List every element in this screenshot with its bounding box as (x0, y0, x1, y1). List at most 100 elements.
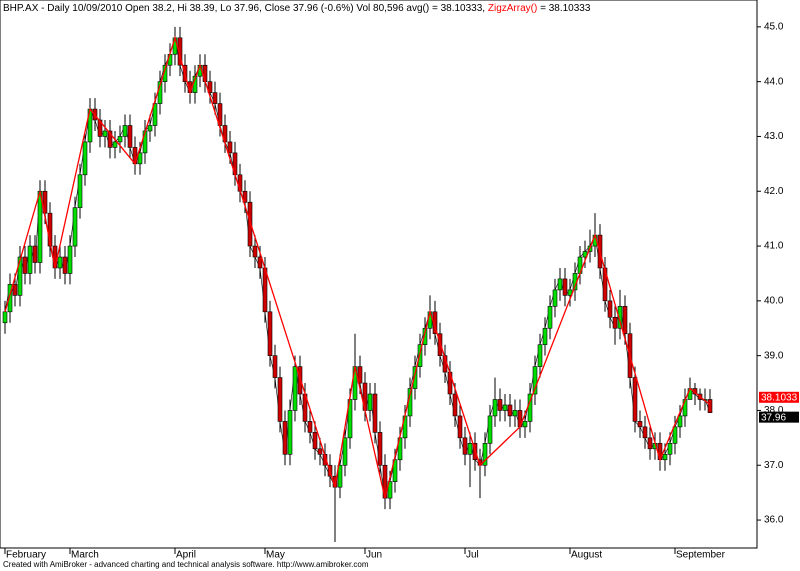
candle-body (507, 404, 513, 417)
candle-body (127, 125, 133, 148)
y-tick-label: 44.0 (764, 76, 784, 87)
y-tick-label: 38.0 (764, 405, 784, 416)
x-tick-label: August (571, 550, 602, 561)
candle-body (562, 278, 568, 296)
candle-body (482, 443, 488, 466)
candle-body (247, 201, 253, 247)
candle-body (72, 207, 78, 247)
candle-body (337, 464, 343, 488)
candle-body (632, 377, 638, 422)
chart-title: BHP.AX - Daily 10/09/2010 Open 38.2, Hi … (3, 3, 591, 14)
candle-body (412, 366, 418, 389)
candle-body (342, 437, 348, 466)
candle-body (617, 306, 623, 329)
y-tick-label: 40.0 (764, 295, 784, 306)
candle-body (677, 415, 683, 428)
y-tick-label: 37.0 (764, 460, 784, 471)
x-tick-label: September (676, 550, 726, 561)
candle-body (212, 92, 218, 104)
candle-body (622, 306, 628, 335)
candle-body (372, 393, 378, 433)
candle-body (177, 37, 183, 66)
zigzag-title-value: = 38.10333 (540, 3, 591, 14)
candle-body (287, 410, 293, 455)
candle-body (277, 377, 283, 422)
x-tick-label: Jul (466, 550, 479, 561)
candle-body (377, 432, 383, 466)
candle-body (522, 421, 528, 428)
candle-body (462, 437, 468, 455)
candle-body (2, 311, 8, 324)
candle-body (392, 459, 398, 482)
candle-body (447, 371, 453, 395)
candle-body (667, 443, 673, 455)
close-label-box (759, 411, 799, 423)
candle-body (512, 410, 518, 417)
candle-body (457, 415, 463, 439)
candle-body (7, 284, 13, 313)
y-tick-label: 43.0 (764, 131, 784, 142)
candle-body (147, 125, 153, 132)
zigzag-last-label: 38.1033 (761, 392, 798, 403)
footer: Created with AmiBroker - advanced charti… (3, 560, 369, 569)
candle-body (647, 437, 653, 450)
zigzag-label-box (759, 391, 799, 403)
candle-body (552, 289, 558, 307)
candle-body (607, 300, 613, 318)
candle-body (37, 190, 43, 263)
candle-body (82, 141, 88, 176)
candle-body (317, 448, 323, 455)
candle-body (542, 327, 548, 345)
candle-body (547, 306, 553, 329)
y-tick-label: 36.0 (764, 515, 784, 526)
candle-body (137, 152, 143, 165)
candle-body (297, 366, 303, 395)
candle-body (612, 316, 618, 329)
candle-body (57, 256, 63, 269)
candle-body (207, 81, 213, 93)
candle-body (152, 103, 158, 126)
candle-body (217, 103, 223, 126)
candle-body (357, 366, 363, 384)
candle-body (672, 426, 678, 444)
candle-body (42, 190, 48, 214)
candle-body (387, 481, 393, 499)
candle-body (497, 399, 503, 411)
y-tick-label: 41.0 (764, 241, 784, 252)
candle-body (112, 141, 118, 148)
candle-body (257, 256, 263, 269)
candle-body (282, 421, 288, 455)
y-tick-label: 42.0 (764, 186, 784, 197)
candle-body (492, 399, 498, 417)
x-tick-label: April (176, 550, 196, 561)
candle-body (267, 311, 273, 356)
candle-body (242, 190, 248, 203)
candle-body (467, 443, 473, 455)
candle-body (487, 415, 493, 444)
candle-body (252, 245, 258, 258)
candle-body (502, 404, 508, 411)
candle-body (162, 64, 168, 82)
candle-body (97, 119, 103, 137)
candle-body (422, 327, 428, 345)
candle-body (637, 421, 643, 428)
candle-body (77, 174, 83, 208)
candle-body (107, 130, 113, 148)
candle-body (122, 125, 128, 137)
x-tick-label: Jun (366, 550, 382, 561)
candle-body (102, 130, 108, 137)
x-tick-label: May (266, 550, 285, 561)
candle-body (32, 245, 38, 263)
title-main: BHP.AX - Daily 10/09/2010 Open 38.2, Hi … (3, 3, 485, 14)
x-tick-label: February (6, 550, 46, 561)
plot-frame (0, 0, 758, 549)
candle-body (437, 333, 443, 356)
candle-body (227, 141, 233, 154)
candle-body (17, 256, 23, 296)
candle-body (62, 256, 68, 274)
zigzag-line (4, 35, 711, 499)
candle-body (452, 393, 458, 417)
zigzag-title: ZigzArray() (488, 3, 537, 14)
